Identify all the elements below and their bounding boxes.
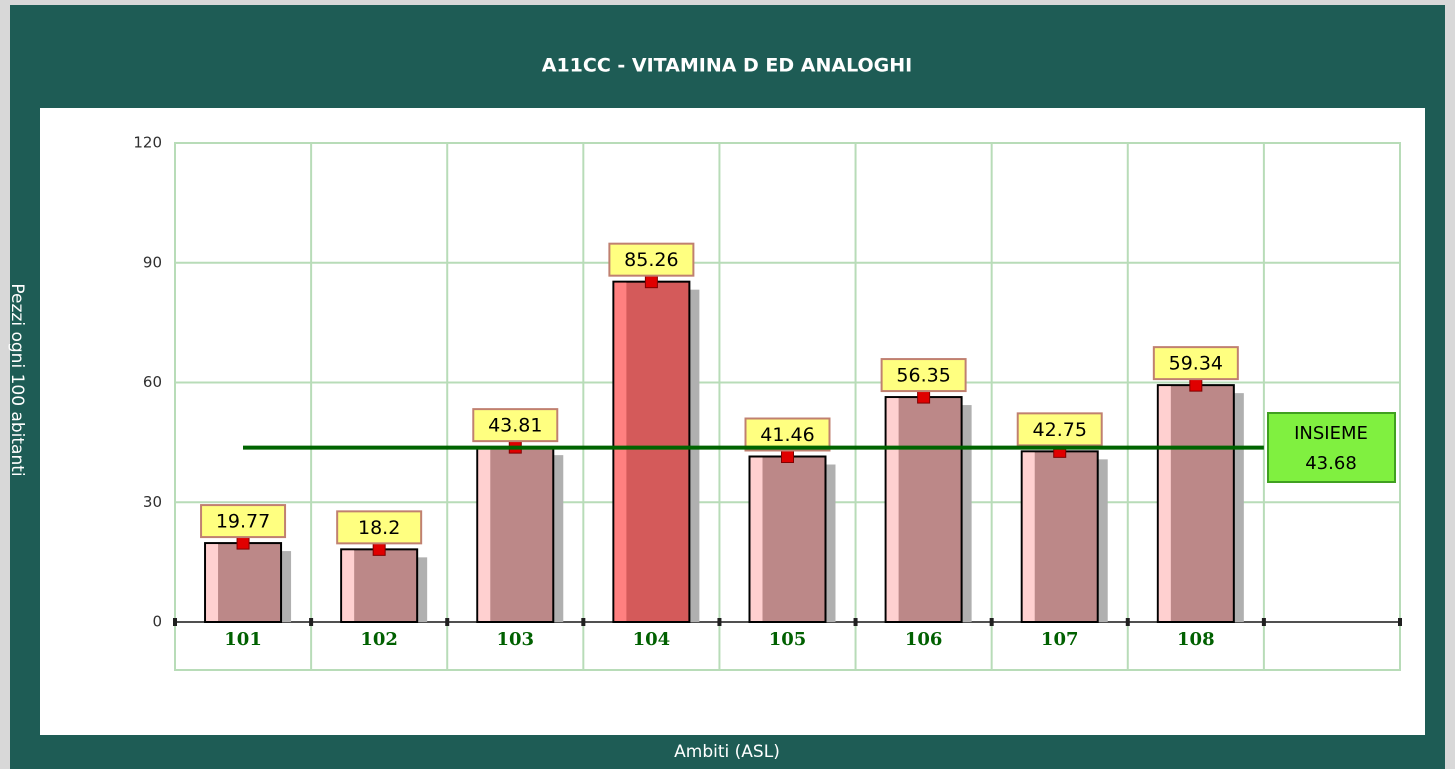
- reference-label-box: [1267, 412, 1396, 483]
- bar-marker: [1189, 378, 1203, 392]
- value-label: 18.2: [358, 517, 400, 539]
- axis-tick: [1261, 618, 1266, 626]
- bar-highlight: [614, 282, 627, 621]
- axis-tick: [717, 618, 722, 626]
- bar-marker: [781, 450, 794, 464]
- y-tick-label: 0: [152, 613, 162, 631]
- x-tick-label: 108: [1177, 629, 1215, 650]
- axis-tick: [581, 618, 586, 626]
- value-label: 42.75: [1033, 419, 1087, 441]
- value-label: 85.26: [624, 249, 678, 271]
- x-tick-label: 101: [224, 629, 262, 650]
- value-label: 41.46: [760, 424, 814, 446]
- bar-highlight: [1158, 386, 1171, 621]
- x-tick-label: 105: [769, 629, 807, 650]
- y-tick-label: 90: [143, 253, 162, 271]
- x-tick-label: 103: [496, 629, 534, 650]
- bar-highlight: [478, 448, 491, 621]
- bar-marker: [644, 275, 658, 289]
- x-tick-label: 104: [633, 629, 671, 650]
- axis-tick: [853, 618, 858, 626]
- value-label-box: [472, 408, 559, 443]
- y-tick-label: 120: [133, 134, 162, 152]
- bar-highlight: [206, 544, 219, 621]
- value-label-box: [1152, 346, 1239, 381]
- bar-highlight: [886, 398, 899, 621]
- reference-name: INSIEME: [1294, 423, 1368, 444]
- axis-tick: [1398, 618, 1402, 626]
- y-axis-label: Pezzi ogni 100 abitanti: [7, 283, 27, 476]
- value-label-box: [200, 504, 287, 539]
- value-label-box: [880, 358, 967, 393]
- bar-marker: [372, 542, 386, 556]
- x-tick-label: 107: [1041, 629, 1079, 650]
- value-label: 59.34: [1169, 353, 1223, 375]
- chart-title: A11CC - VITAMINA D ED ANALOGHI: [542, 55, 913, 77]
- bar-marker: [236, 536, 250, 550]
- axis-tick: [173, 618, 177, 626]
- bar-highlight: [342, 550, 355, 621]
- axis-tick: [1125, 618, 1130, 626]
- axis-tick: [989, 618, 994, 626]
- value-label-box: [744, 417, 831, 452]
- x-tick-label: 106: [905, 629, 943, 650]
- bar-highlight: [750, 457, 763, 621]
- axis-tick: [445, 618, 450, 626]
- axis-tick: [309, 618, 314, 626]
- value-label-box: [1016, 412, 1103, 447]
- value-label-box: [608, 242, 695, 277]
- value-label: 43.81: [488, 415, 542, 437]
- y-tick-label: 60: [143, 373, 162, 391]
- x-axis-label: Ambiti (ASL): [674, 742, 780, 762]
- bar-highlight: [1022, 452, 1035, 621]
- bar-marker: [917, 390, 931, 404]
- value-label: 56.35: [896, 365, 950, 387]
- value-label: 19.77: [216, 511, 270, 533]
- value-label-box: [336, 510, 423, 545]
- reference-value: 43.68: [1305, 453, 1357, 474]
- y-tick-label: 30: [143, 493, 162, 511]
- x-tick-label: 102: [360, 629, 398, 650]
